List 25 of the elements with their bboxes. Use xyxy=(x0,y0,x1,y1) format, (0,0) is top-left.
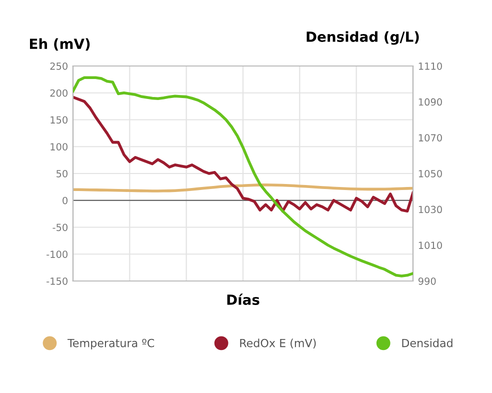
line-series xyxy=(73,184,413,192)
y2-tick-label: 1010 xyxy=(418,242,442,249)
y-tick-label: -100 xyxy=(46,250,68,258)
y-tick-label: 250 xyxy=(50,62,68,70)
y2-tick-label: 1050 xyxy=(418,170,442,178)
line-series xyxy=(73,96,413,213)
y2-axis-title: Densidad (g/L) xyxy=(306,31,419,45)
y2-tick-label: 1030 xyxy=(418,206,442,214)
y2-tick-label: 990 xyxy=(418,277,436,285)
legend-label: Temperatura ºC xyxy=(67,338,154,350)
y-axis-title: Eh (mV) xyxy=(30,38,90,51)
y-tick-label: 200 xyxy=(50,89,68,97)
y-tick-label: -150 xyxy=(46,277,68,285)
y-tick-label: -50 xyxy=(52,224,68,232)
y-tick-label: 0 xyxy=(62,196,68,204)
legend-label: Densidad xyxy=(402,338,452,348)
x-axis-title: Días xyxy=(227,294,260,305)
y-tick-label: 50 xyxy=(56,170,68,178)
y2-tick-label: 1070 xyxy=(418,134,442,142)
y-tick-label: 150 xyxy=(50,116,68,124)
legend-label: RedOx E (mV) xyxy=(240,338,316,349)
line-series xyxy=(73,76,413,278)
y2-tick-label: 1090 xyxy=(418,98,442,106)
y2-tick-label: 1110 xyxy=(418,62,442,70)
y-tick-label: 100 xyxy=(50,143,68,150)
